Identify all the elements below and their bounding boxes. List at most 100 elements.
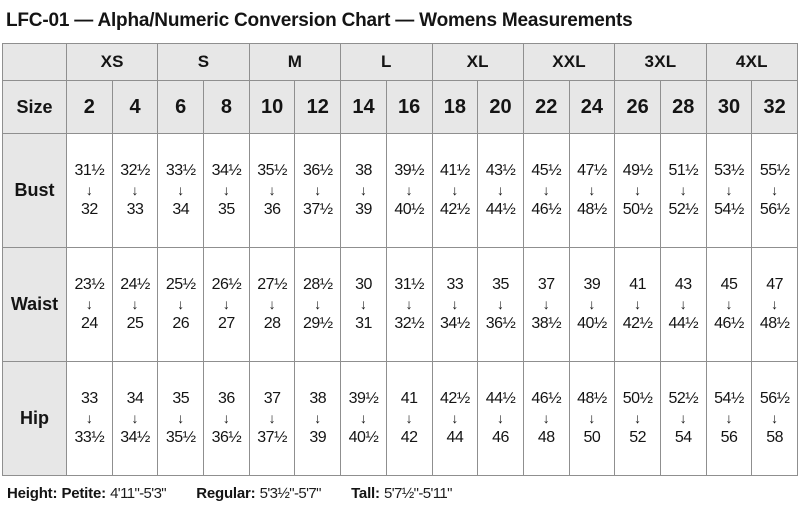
down-arrow-icon: ↓ [359, 410, 367, 427]
down-arrow-icon: ↓ [542, 296, 550, 313]
down-arrow-icon: ↓ [177, 182, 185, 199]
range-from: 31½ [394, 276, 424, 294]
range-from: 52½ [668, 390, 699, 408]
range-to: 48½ [577, 200, 607, 218]
range-from: 39½ [394, 162, 424, 180]
down-arrow-icon: ↓ [405, 182, 413, 199]
range-to: 42 [400, 428, 418, 446]
measurement-cell: 34½ ↓ 35 [203, 133, 250, 248]
range-from: 36 [218, 390, 235, 408]
range-from: 32½ [120, 162, 150, 180]
petite-range: 4'11"-5'3" [110, 485, 167, 502]
range-from: 27½ [257, 276, 287, 294]
down-arrow-icon: ↓ [634, 296, 642, 313]
numeric-size-header: 20 [477, 80, 524, 134]
range-from: 35½ [257, 162, 287, 180]
measurement-cell: 52½ ↓ 54 [659, 361, 707, 476]
measurement-cell: 36½ ↓ 37½ [294, 133, 342, 248]
numeric-size-header: 18 [431, 80, 479, 134]
range-to: 25 [126, 314, 144, 332]
down-arrow-icon: ↓ [588, 296, 596, 313]
range-from: 43 [674, 276, 692, 294]
measurement-cell: 31½ ↓ 32½ [385, 247, 433, 362]
page-title: LFC-01 — Alpha/Numeric Conversion Chart … [6, 10, 633, 31]
numeric-size-header: 24 [568, 80, 616, 134]
range-from: 33 [80, 390, 98, 408]
down-arrow-icon: ↓ [542, 410, 550, 427]
size-row-label: Size [2, 80, 67, 134]
down-arrow-icon: ↓ [497, 296, 505, 313]
numeric-size-header: 30 [705, 80, 753, 134]
range-to: 46½ [531, 200, 562, 218]
range-from: 47½ [577, 162, 607, 180]
tall-label: Tall: [351, 485, 380, 502]
down-arrow-icon: ↓ [771, 410, 779, 427]
down-arrow-icon: ↓ [725, 296, 733, 313]
measurement-cell: 25½ ↓ 26 [157, 247, 205, 362]
range-from: 41½ [440, 162, 470, 180]
down-arrow-icon: ↓ [451, 182, 459, 199]
measurement-cell: 47 ↓ 48½ [751, 247, 798, 362]
down-arrow-icon: ↓ [451, 410, 459, 427]
corner-cell [2, 43, 67, 81]
alpha-header-xxl: XXL [522, 43, 616, 81]
down-arrow-icon: ↓ [725, 410, 733, 427]
measurement-cell: 24½ ↓ 25 [111, 247, 159, 362]
measurement-cell: 51½ ↓ 52½ [659, 133, 707, 248]
down-arrow-icon: ↓ [268, 410, 276, 427]
range-from: 38 [355, 162, 372, 180]
row-label-bust: Bust [2, 133, 67, 248]
down-arrow-icon: ↓ [268, 296, 276, 313]
down-arrow-icon: ↓ [405, 410, 413, 427]
alpha-header-m: M [248, 43, 342, 81]
range-from: 39 [583, 276, 601, 294]
measurement-cell: 41 ↓ 42½ [614, 247, 661, 362]
numeric-size-header: 22 [522, 80, 570, 134]
row-label-waist: Waist [2, 247, 67, 362]
measurement-cell: 45½ ↓ 46½ [522, 133, 570, 248]
alpha-header-3xl: 3XL [614, 43, 707, 81]
range-to: 37½ [257, 428, 287, 446]
measurement-cell: 23½ ↓ 24 [66, 247, 113, 362]
measurement-cell: 36 ↓ 36½ [203, 361, 250, 476]
range-from: 33 [446, 276, 464, 294]
measurement-cell: 49½ ↓ 50½ [614, 133, 661, 248]
range-to: 32 [80, 200, 98, 218]
down-arrow-icon: ↓ [314, 182, 322, 199]
measurement-cell: 54½ ↓ 56 [705, 361, 753, 476]
range-to: 52½ [668, 200, 699, 218]
range-from: 37 [263, 390, 281, 408]
numeric-size-header: 32 [751, 80, 798, 134]
measurement-cell: 53½ ↓ 54½ [705, 133, 753, 248]
range-to: 50 [583, 428, 601, 446]
measurement-cell: 37 ↓ 37½ [248, 361, 296, 476]
numeric-size-header: 26 [614, 80, 661, 134]
numeric-size-header: 10 [248, 80, 296, 134]
petite-label: Petite: [61, 485, 106, 502]
range-to: 40½ [577, 314, 607, 332]
range-to: 34½ [120, 428, 150, 446]
measurement-cell: 35½ ↓ 36 [248, 133, 296, 248]
measurement-row: Waist 23½ ↓ 24 24½ ↓ 25 25½ ↓ 26 26½ ↓ 27 27½ ↓ 28 28½ ↓ 2… [2, 247, 798, 362]
range-to: 56 [720, 428, 738, 446]
measurement-cell: 56½ ↓ 58 [751, 361, 798, 476]
alpha-header-xs: XS [65, 43, 159, 81]
down-arrow-icon: ↓ [268, 182, 276, 199]
measurement-cell: 48½ ↓ 50 [568, 361, 616, 476]
range-to: 44 [446, 428, 464, 446]
down-arrow-icon: ↓ [679, 182, 687, 199]
down-arrow-icon: ↓ [131, 410, 139, 427]
down-arrow-icon: ↓ [588, 182, 596, 199]
range-from: 39½ [348, 390, 379, 408]
down-arrow-icon: ↓ [131, 182, 139, 199]
down-arrow-icon: ↓ [222, 296, 230, 313]
down-arrow-icon: ↓ [497, 410, 505, 427]
measurement-cell: 50½ ↓ 52 [614, 361, 661, 476]
range-to: 36 [263, 200, 281, 218]
range-from: 31½ [74, 162, 105, 180]
down-arrow-icon: ↓ [222, 410, 230, 427]
measurement-cell: 33 ↓ 34½ [431, 247, 479, 362]
down-arrow-icon: ↓ [588, 410, 596, 427]
range-to: 48 [537, 428, 555, 446]
range-to: 38½ [531, 314, 562, 332]
